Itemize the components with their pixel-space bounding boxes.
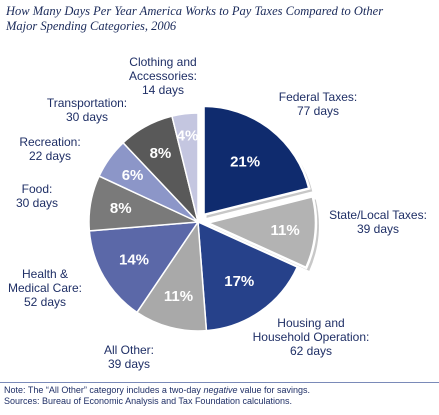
category-label-line: 52 days (24, 295, 66, 309)
slice-housing-and (197, 220, 299, 332)
category-label-line: Food: (22, 182, 53, 196)
percent-label-food: 8% (110, 200, 132, 217)
percent-label-state-local-taxes: 11% (271, 222, 300, 239)
category-label-line: State/Local Taxes: (329, 208, 427, 222)
slice-all-other (135, 219, 208, 332)
footer-note-emphasis: negative (203, 385, 238, 395)
chart-title: How Many Days Per Year America Works to … (6, 4, 436, 34)
category-label-food: Food: 30 days (16, 182, 58, 210)
percent-label-federal-taxes: 21% (230, 154, 260, 171)
percent-label-health: 14% (119, 251, 149, 268)
category-label-line: Recreation: (19, 135, 80, 149)
category-label-line: 30 days (66, 110, 108, 124)
category-label-line: 14 days (142, 83, 184, 97)
percent-label-housing-and: 17% (224, 273, 254, 290)
category-label-line: All Other: (104, 343, 154, 357)
category-label-all-other: All Other: 39 days (104, 343, 154, 371)
pie-slices (88, 104, 319, 332)
category-label-line: Federal Taxes: (279, 90, 358, 104)
category-label-line: 77 days (297, 104, 339, 118)
percent-label-clothing-and: 4% (177, 127, 199, 144)
category-label-line: 62 days (290, 344, 332, 358)
category-label-health: Health & Medical Care: 52 days (8, 267, 82, 309)
percent-labels: 21% 11% 17% 11% 14% 8% 6% 8% 4% (110, 127, 300, 304)
category-label-state-local-taxes: State/Local Taxes: 39 days (329, 208, 427, 236)
slice-clothing-and (171, 112, 199, 223)
pie-chart: 21% 11% 17% 11% 14% 8% 6% 8% 4% Federal Taxes: 77… (8, 55, 427, 371)
category-label-federal-taxes: Federal Taxes: 77 days (279, 90, 358, 118)
category-label-line: Transportation: (47, 96, 127, 110)
percent-label-transportation: 8% (150, 145, 172, 162)
category-label-transportation: Transportation: 30 days (47, 96, 127, 124)
category-label-line: Health & (22, 267, 68, 281)
chart-title-line-1: How Many Days Per Year America Works to … (6, 4, 384, 18)
category-label-line: Medical Care: (8, 281, 82, 295)
chart-title-line-2: Major Spending Categories, 2006 (6, 19, 177, 33)
slice-state-local-taxes (203, 194, 318, 270)
category-label-line: Accessories: (129, 69, 197, 83)
category-label-line: 39 days (108, 357, 150, 371)
category-label-clothing-and: Clothing and Accessories: 14 days (129, 55, 197, 97)
category-label-line: 22 days (29, 149, 71, 163)
slice-health (88, 221, 200, 314)
footer-note: Note: The “All Other” category includes … (4, 385, 439, 396)
category-label-recreation: Recreation: 22 days (19, 135, 80, 163)
footer-note-suffix: value for savings. (237, 385, 311, 395)
category-label-line: Clothing and (129, 55, 196, 69)
category-label-line: 30 days (16, 196, 58, 210)
footer-note-prefix: Note: The “All Other” category includes … (4, 385, 204, 395)
category-label-line: Household Operation: (253, 330, 370, 344)
footer-sources: Sources: Bureau of Economic Analysis and… (4, 396, 292, 406)
percent-label-all-other: 11% (164, 288, 193, 305)
category-label-housing-and: Housing and Household Operation: 62 days (253, 316, 370, 358)
category-label-line: 39 days (357, 222, 399, 236)
chart-footer: Note: The “All Other” category includes … (0, 382, 439, 407)
percent-label-recreation: 6% (122, 167, 144, 184)
slice-federal-taxes (202, 104, 311, 217)
category-label-line: Housing and (277, 316, 344, 330)
